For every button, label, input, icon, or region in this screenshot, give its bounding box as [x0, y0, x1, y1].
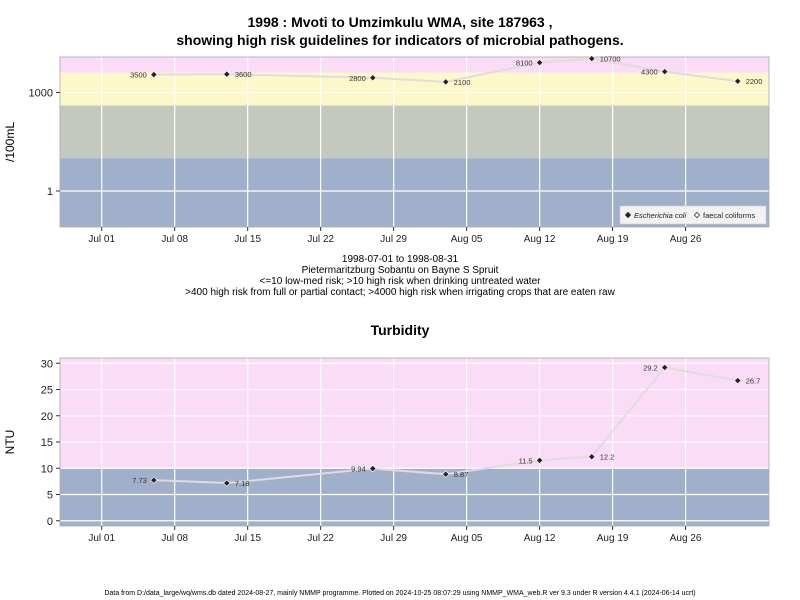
y-tick-label: 5 [47, 490, 53, 502]
x-tick-label: Aug 26 [670, 533, 702, 544]
legend-entry: Escherichia coli [634, 211, 686, 220]
data-point [535, 58, 544, 67]
y-tick-label: 10 [41, 463, 53, 475]
x-tick-label: Aug 19 [597, 533, 629, 544]
data-point [734, 77, 742, 85]
y-tick-label: 1 [47, 186, 53, 198]
risk-band-0 [60, 468, 769, 526]
data-point [661, 363, 669, 372]
y-tick-label: 30 [41, 358, 53, 370]
x-tick-label: Aug 05 [451, 533, 483, 544]
data-label: 9.94 [351, 465, 366, 474]
data-label: 8100 [516, 59, 533, 68]
risk-band-1 [60, 105, 769, 159]
data-label: 2200 [746, 77, 763, 86]
data-point [588, 55, 596, 63]
turbidity-chart: Jul 01 Jul 08 Jul 15 Jul 22 Jul 29 Aug 05 Aug … [3, 322, 770, 544]
legend-open-diamond-icon [693, 211, 701, 219]
y-tick-label: 15 [41, 437, 53, 449]
data-point [734, 376, 742, 385]
x-tick-label: Jul 15 [234, 533, 261, 544]
data-label: 12.2 [600, 453, 615, 462]
data-point [150, 70, 158, 79]
data-label: 8.87 [454, 470, 469, 479]
x-tick-label: Aug 05 [451, 234, 483, 245]
x-tick-label: Jul 29 [380, 533, 407, 544]
y-axis-label: /100mL [3, 122, 17, 162]
data-point [369, 74, 377, 82]
guideline-contact: >400 high risk from full or partial cont… [185, 287, 615, 298]
x-tick-label: Aug 26 [670, 234, 702, 245]
x-tick-label: Jul 22 [307, 234, 334, 245]
data-point [442, 470, 450, 478]
data-point [223, 479, 231, 487]
site-name: Pietermaritzburg Sobantu on Bayne S Spru… [301, 265, 499, 276]
x-tick-label: Jul 08 [161, 533, 188, 544]
guideline-drinking: <=10 low-med risk; >10 high risk when dr… [259, 276, 541, 287]
x-tick-label: Jul 29 [380, 234, 407, 245]
data-label: 3600 [235, 70, 252, 79]
legend-entry: faecal coliforms [703, 211, 755, 220]
series-line [153, 57, 738, 83]
data-label: 10700 [600, 55, 621, 64]
chart-title-line1: 1998 : Mvoti to Umzimkulu WMA, site 1879… [247, 14, 553, 30]
data-label: 7.73 [132, 476, 147, 485]
y-tick-label: 0 [47, 516, 53, 528]
chart-title: Turbidity [371, 322, 430, 338]
plot-frame [59, 56, 770, 228]
series-line [153, 366, 738, 485]
risk-band-2 [60, 72, 769, 106]
chart-title-line2: showing high risk guidelines for indicat… [176, 32, 624, 48]
data-label: 2800 [349, 74, 366, 83]
data-point [442, 78, 450, 86]
x-tick-label: Jul 22 [307, 533, 334, 544]
risk-band-1 [60, 358, 769, 469]
y-tick-label: 20 [41, 411, 53, 423]
data-label: 4300 [641, 68, 658, 77]
footer-note: Data from D:/data_large/wq/wms.db dated … [104, 590, 696, 597]
y-tick-label: 1000 [29, 87, 53, 99]
date-range: 1998-07-01 to 1998-08-31 [341, 254, 459, 265]
data-label: 2100 [454, 78, 471, 87]
data-label: 26.7 [746, 377, 761, 386]
legend-filled-diamond-icon [624, 211, 632, 219]
x-tick-label: Aug 12 [524, 234, 556, 245]
x-tick-label: Jul 01 [88, 234, 115, 245]
data-label: 11.5 [519, 456, 533, 465]
data-label: 3500 [130, 71, 147, 80]
y-axis-label: NTU [3, 430, 17, 455]
data-point [588, 453, 596, 461]
data-point [369, 464, 377, 473]
data-point [223, 70, 231, 78]
x-tick-label: Aug 12 [524, 533, 556, 544]
x-tick-label: Aug 19 [597, 234, 629, 245]
y-tick-label: 25 [41, 385, 53, 397]
data-point [150, 476, 158, 484]
legend-box [619, 205, 767, 225]
data-label: 29.2 [643, 363, 658, 372]
x-tick-label: Jul 08 [161, 234, 188, 245]
data-label: 7.18 [235, 479, 250, 488]
microbial-chart: Jul 01 Jul 08 Jul 15 Jul 22 Jul 29 Aug 05 Aug … [3, 55, 770, 245]
data-point [661, 68, 669, 76]
x-tick-label: Jul 01 [88, 533, 115, 544]
x-tick-label: Jul 15 [234, 234, 261, 245]
data-point [535, 456, 544, 464]
